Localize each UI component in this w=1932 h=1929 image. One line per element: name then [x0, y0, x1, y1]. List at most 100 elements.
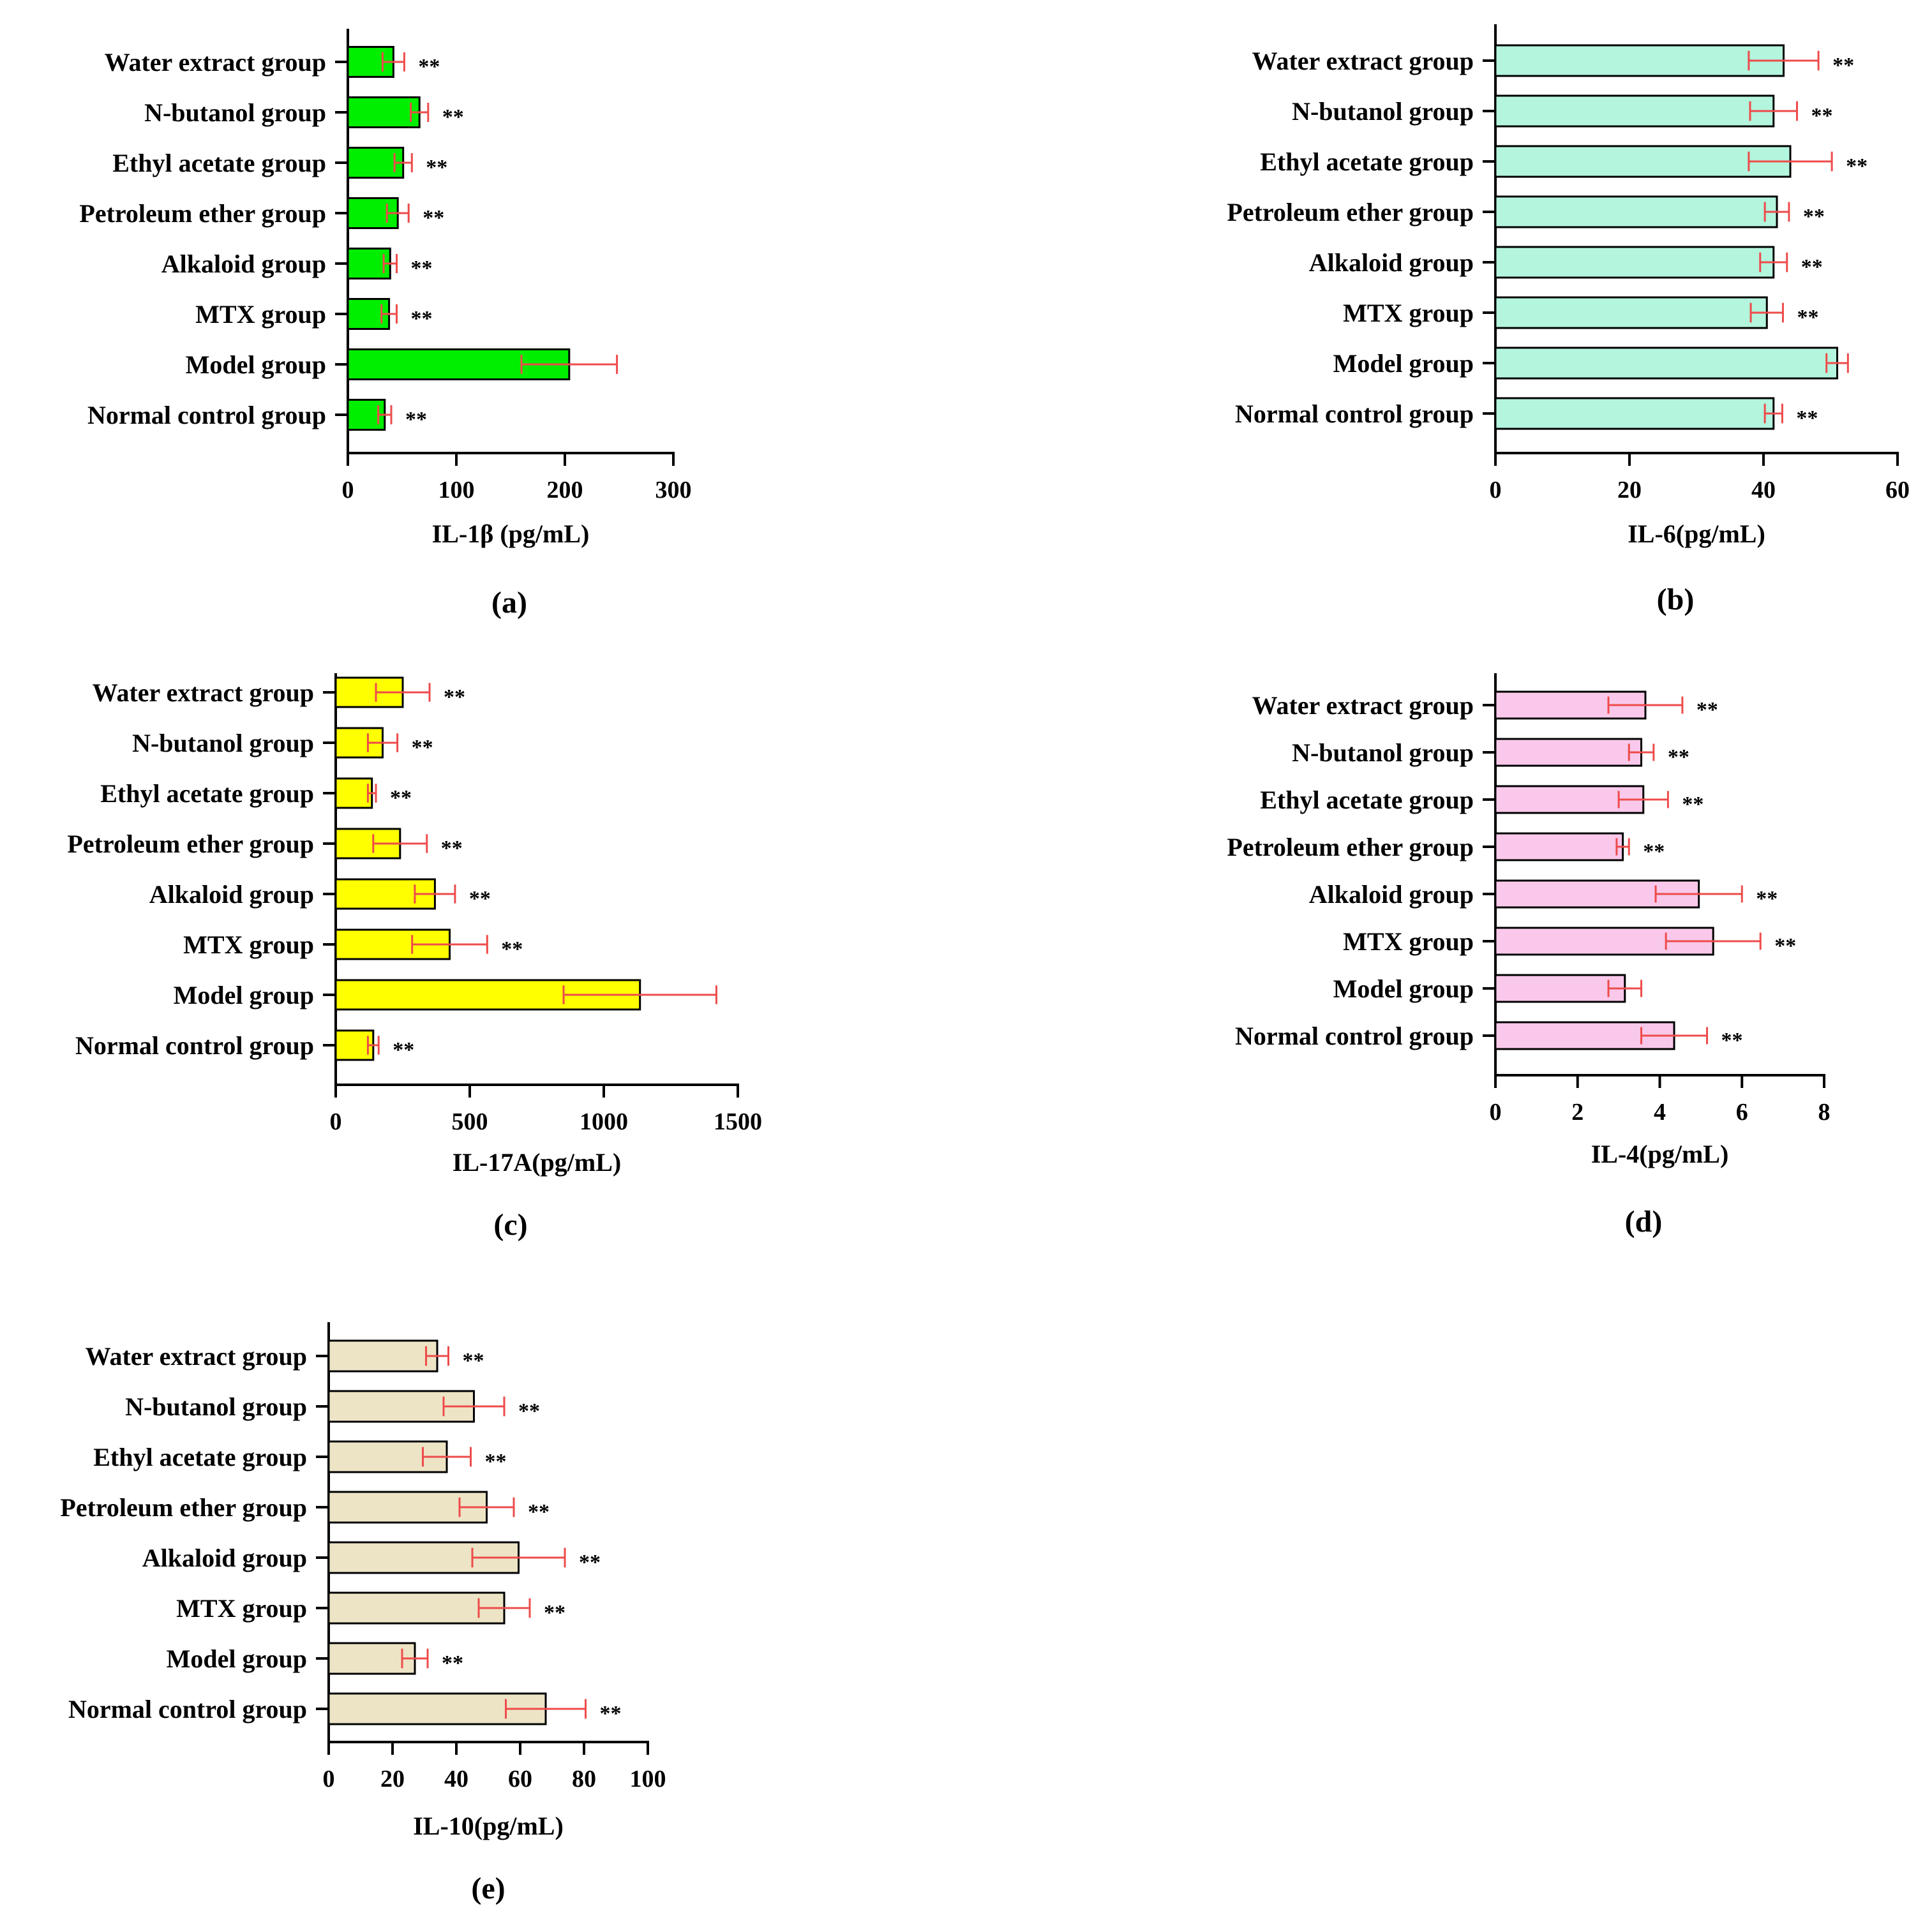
category-label: Normal control group — [75, 1031, 314, 1060]
category-label: MTX group — [176, 1594, 307, 1623]
category-label: Alkaloid group — [142, 1544, 307, 1572]
bar — [1494, 94, 1775, 128]
category-label: Alkaloid group — [149, 880, 314, 909]
category-label: Water extract group — [93, 678, 314, 707]
category-label: Petroleum ether group — [60, 1493, 307, 1522]
significance-marker: ** — [1721, 1029, 1743, 1052]
x-tick-label: 60 — [1885, 477, 1910, 503]
category-label: Petroleum ether group — [79, 199, 326, 228]
category-label: Water extract group — [1252, 691, 1474, 720]
chart-panel-c: 0 500 1000 1500 Water extract group ** N-butan… — [67, 673, 762, 1242]
significance-marker: ** — [411, 257, 433, 280]
category-label: Normal control group — [1235, 1022, 1474, 1050]
x-tick-label: 0 — [330, 1108, 342, 1135]
category-label: MTX group — [1343, 299, 1474, 327]
panel-label: (c) — [493, 1208, 527, 1242]
category-label: N-butanol group — [144, 98, 326, 127]
significance-marker: ** — [423, 206, 444, 230]
significance-marker: ** — [405, 408, 427, 431]
panel-label: (e) — [471, 1872, 505, 1905]
bar — [347, 96, 421, 128]
x-tick-label: 300 — [655, 477, 692, 503]
x-axis-title: IL-10(pg/mL) — [413, 1812, 564, 1840]
x-tick-label: 0 — [323, 1766, 335, 1792]
x-tick-label: 1500 — [714, 1108, 762, 1135]
panel-label: (b) — [1657, 583, 1695, 616]
category-label: Water extract group — [86, 1342, 307, 1371]
x-axis-title: IL-1β (pg/mL) — [432, 519, 590, 548]
x-tick-label: 4 — [1654, 1099, 1666, 1126]
significance-marker: ** — [393, 1038, 414, 1062]
significance-marker: ** — [1774, 934, 1796, 958]
bar — [1494, 974, 1626, 1003]
significance-marker: ** — [1801, 255, 1823, 279]
panel-label: (d) — [1625, 1205, 1663, 1239]
significance-marker: ** — [528, 1500, 550, 1524]
category-label: Model group — [174, 981, 314, 1009]
category-label: Ethyl acetate group — [112, 149, 326, 177]
category-label: Ethyl acetate group — [93, 1443, 307, 1471]
significance-marker: ** — [544, 1601, 565, 1625]
chart-panel-d: 0 2 4 6 8 Water extract group ** N-butanol grou… — [1227, 673, 1831, 1239]
x-axis-title: IL-17A(pg/mL) — [453, 1148, 621, 1177]
x-tick-label: 1000 — [580, 1108, 628, 1135]
category-label: Normal control group — [87, 401, 326, 429]
category-label: Water extract group — [1252, 47, 1474, 75]
category-label: N-butanol group — [125, 1392, 307, 1421]
x-tick-label: 2 — [1571, 1099, 1584, 1126]
x-tick-label: 0 — [342, 477, 354, 503]
bar — [327, 1642, 416, 1675]
category-label: Ethyl acetate group — [100, 779, 314, 808]
bar — [1494, 738, 1643, 767]
category-label: Ethyl acetate group — [1260, 786, 1474, 814]
category-label: Petroleum ether group — [1227, 833, 1474, 861]
category-label: Petroleum ether group — [67, 830, 314, 858]
significance-marker: ** — [1811, 104, 1833, 128]
panel-label: (a) — [491, 586, 527, 620]
significance-marker: ** — [444, 685, 465, 709]
significance-marker: ** — [600, 1702, 622, 1725]
category-label: Normal control group — [1235, 399, 1474, 428]
significance-marker: ** — [442, 1651, 463, 1675]
x-tick-label: 100 — [438, 477, 475, 503]
x-tick-label: 100 — [630, 1766, 666, 1792]
category-label: Normal control group — [68, 1695, 307, 1724]
significance-marker: ** — [1682, 793, 1704, 816]
category-label: Model group — [167, 1644, 307, 1673]
significance-marker: ** — [1796, 406, 1818, 430]
chart-panel-a: 0 100 200 300 Water extract group ** N-butanol… — [79, 29, 692, 620]
bar — [1494, 195, 1778, 228]
significance-marker: ** — [518, 1399, 540, 1423]
x-tick-label: 20 — [1617, 477, 1642, 503]
significance-marker: ** — [442, 105, 464, 129]
significance-marker: ** — [463, 1349, 484, 1373]
significance-marker: ** — [1756, 887, 1778, 911]
x-tick-label: 40 — [444, 1766, 468, 1792]
significance-marker: ** — [485, 1450, 507, 1473]
bar — [1494, 832, 1624, 861]
bar — [1494, 690, 1647, 720]
significance-marker: ** — [1696, 698, 1718, 722]
significance-marker: ** — [390, 786, 412, 810]
significance-marker: ** — [1668, 745, 1689, 769]
category-label: MTX group — [195, 300, 326, 329]
significance-marker: ** — [469, 887, 491, 911]
significance-marker: ** — [1846, 154, 1868, 178]
category-label: Ethyl acetate group — [1260, 147, 1474, 176]
category-label: MTX group — [1343, 927, 1474, 956]
category-label: Model group — [1333, 349, 1474, 378]
x-axis-title: IL-4(pg/mL) — [1591, 1140, 1729, 1168]
significance-marker: ** — [1643, 840, 1665, 863]
bar — [1494, 246, 1775, 279]
category-label: Water extract group — [105, 48, 326, 77]
chart-panel-b: 0 20 40 60 Water extract group ** N-butanol gr… — [1227, 24, 1910, 616]
x-tick-label: 80 — [572, 1766, 596, 1792]
category-label: Alkaloid group — [161, 250, 326, 278]
x-tick-label: 20 — [380, 1766, 405, 1792]
category-label: N-butanol group — [1292, 97, 1474, 126]
bar — [1494, 44, 1785, 77]
x-tick-label: 200 — [547, 477, 583, 503]
x-tick-label: 8 — [1818, 1099, 1831, 1126]
category-label: N-butanol group — [1292, 738, 1474, 767]
